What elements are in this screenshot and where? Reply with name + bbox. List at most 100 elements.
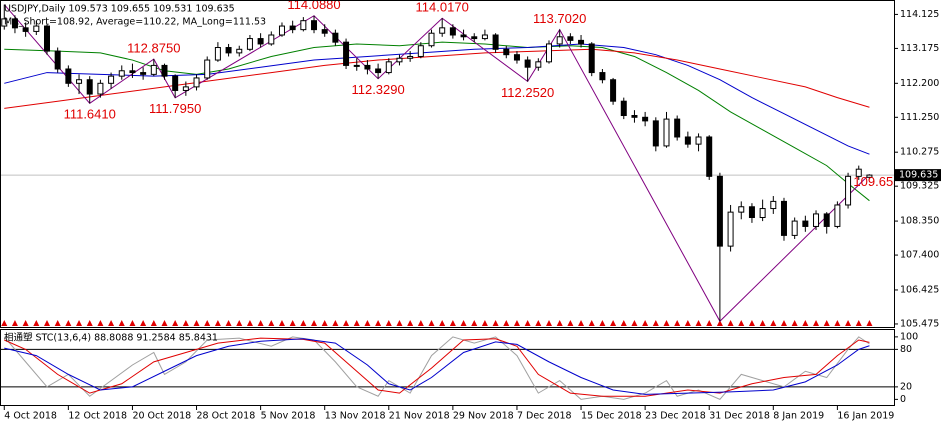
signal-arrow bbox=[43, 320, 50, 326]
candle-body bbox=[727, 211, 734, 247]
candle-body bbox=[471, 36, 478, 40]
signal-arrow bbox=[738, 320, 745, 326]
candle-body bbox=[813, 213, 820, 227]
candle-body bbox=[385, 61, 392, 74]
axes: 114.125 113.175 112.200 111.250 110.275 109.3… bbox=[3, 9, 941, 422]
candle-body bbox=[823, 213, 830, 227]
signal-arrow bbox=[855, 320, 862, 326]
oscillator-plot bbox=[1, 336, 894, 400]
x-tick-label: 28 Oct 2018 bbox=[197, 411, 256, 422]
signal-arrow bbox=[268, 320, 275, 326]
signal-arrow bbox=[182, 320, 189, 326]
x-tick-label: 29 Nov 2018 bbox=[453, 411, 514, 422]
signal-arrow bbox=[642, 320, 649, 326]
candle-body bbox=[86, 79, 93, 95]
candle-body bbox=[770, 200, 777, 210]
signal-arrow bbox=[535, 320, 542, 326]
y-tick-label: 105.475 bbox=[900, 318, 939, 329]
candle-body bbox=[535, 61, 542, 68]
signal-arrow bbox=[631, 320, 638, 326]
candle-body bbox=[204, 59, 211, 79]
candle-body bbox=[866, 174, 873, 178]
y-tick-label: 113.175 bbox=[900, 43, 939, 54]
x-tick-label: 31 Dec 2018 bbox=[709, 411, 770, 422]
signal-arrow bbox=[289, 320, 296, 326]
signal-arrow bbox=[118, 320, 125, 326]
candle-body bbox=[620, 100, 627, 117]
stc-line bbox=[4, 338, 870, 395]
candle-body bbox=[11, 18, 18, 29]
chart-title: USDJPY,Daily 109.573 109.655 109.531 109… bbox=[4, 4, 235, 15]
signal-arrow bbox=[813, 320, 820, 326]
signal-arrow bbox=[845, 320, 852, 326]
signal-arrow bbox=[278, 320, 285, 326]
signal-arrow bbox=[460, 320, 467, 326]
signal-arrow bbox=[246, 320, 253, 326]
candle-body bbox=[642, 116, 649, 122]
signal-arrow bbox=[695, 320, 702, 326]
signal-arrow bbox=[417, 320, 424, 326]
candle-body bbox=[257, 38, 264, 45]
current-price-label: 109.635 bbox=[899, 170, 938, 181]
signal-arrow bbox=[343, 320, 350, 326]
candle-body bbox=[193, 77, 200, 88]
x-tick-label: 20 Oct 2018 bbox=[132, 411, 191, 422]
zigzag-label: 114.4000 bbox=[0, 0, 31, 1]
candle-body bbox=[706, 136, 713, 177]
candle-body bbox=[118, 70, 125, 77]
signal-arrow bbox=[204, 320, 211, 326]
signal-arrow bbox=[748, 320, 755, 326]
moving-average bbox=[4, 43, 870, 155]
candle-body bbox=[129, 70, 136, 74]
x-tick-label: 12 Oct 2018 bbox=[68, 411, 127, 422]
signal-arrow bbox=[161, 320, 168, 326]
signal-arrow bbox=[770, 320, 777, 326]
candle-body bbox=[845, 175, 852, 206]
stc-line bbox=[3, 336, 870, 400]
zigzag-label: 112.2520 bbox=[501, 85, 554, 100]
signal-arrow bbox=[150, 320, 157, 326]
candle-body bbox=[1, 18, 8, 27]
signal-arrow bbox=[780, 320, 787, 326]
signal-arrow bbox=[567, 320, 574, 326]
candle-body bbox=[503, 48, 510, 56]
signal-arrow bbox=[481, 320, 488, 326]
osc-y-tick-label: 0 bbox=[900, 394, 906, 405]
x-tick-label: 16 Jan 2019 bbox=[837, 411, 894, 422]
candle-body bbox=[268, 34, 275, 45]
signal-arrow bbox=[375, 320, 382, 326]
candle-body bbox=[407, 55, 414, 59]
signal-arrow bbox=[556, 320, 563, 326]
candle-body bbox=[182, 86, 189, 91]
x-tick-label: 21 Nov 2018 bbox=[389, 411, 450, 422]
signal-arrow bbox=[332, 320, 339, 326]
candle-body bbox=[716, 175, 723, 247]
zigzag-label: 114.0880 bbox=[287, 0, 340, 12]
signal-arrow bbox=[225, 320, 232, 326]
candle-body bbox=[610, 79, 617, 102]
signal-arrow bbox=[97, 320, 104, 326]
candle-body bbox=[225, 47, 232, 54]
candle-body bbox=[236, 48, 243, 54]
candle-body bbox=[663, 118, 670, 147]
y-tick-label: 114.125 bbox=[900, 9, 939, 20]
candle-body bbox=[439, 27, 446, 34]
signal-arrow bbox=[108, 320, 115, 326]
zigzag-label: 111.7950 bbox=[149, 101, 201, 116]
signal-arrow bbox=[22, 320, 29, 326]
osc-y-tick-label: 20 bbox=[900, 381, 912, 392]
candle-body bbox=[546, 43, 553, 63]
candle-body bbox=[588, 43, 595, 74]
signal-arrow bbox=[706, 320, 713, 326]
candle-body bbox=[300, 20, 307, 31]
candle-body bbox=[748, 206, 755, 218]
candle-body bbox=[684, 136, 691, 145]
candle-body bbox=[214, 47, 221, 61]
candle-body bbox=[738, 206, 745, 213]
signal-arrow bbox=[54, 320, 61, 326]
signal-arrow bbox=[503, 320, 510, 326]
signal-arrow bbox=[674, 320, 681, 326]
signal-arrow bbox=[610, 320, 617, 326]
candle-body bbox=[140, 72, 147, 75]
